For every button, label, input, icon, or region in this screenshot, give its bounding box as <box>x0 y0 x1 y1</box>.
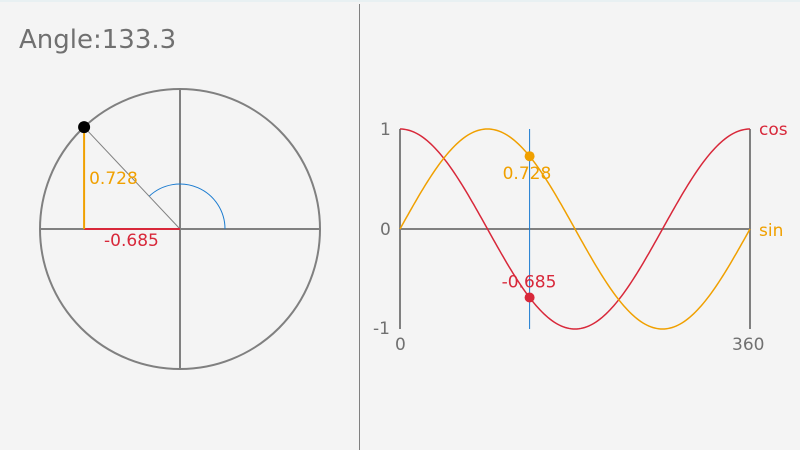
x-tick-label-360: 360 <box>732 335 764 355</box>
sin-value-label: 0.728 <box>89 169 138 189</box>
wave-graph-panel: 1 0 -1 0 360 cos sin 0.728 -0.685 <box>373 120 788 355</box>
angle-point[interactable] <box>78 121 91 134</box>
cos-data-point <box>524 292 535 303</box>
radius-line <box>83 126 181 230</box>
cos-value-label: -0.685 <box>104 231 159 251</box>
angle-arc <box>148 183 226 230</box>
y-tick-label-1: 1 <box>380 120 391 140</box>
cos-series-label: cos <box>759 120 788 140</box>
y-tick-label-0: 0 <box>380 220 391 240</box>
sin-point-label: 0.728 <box>503 164 552 184</box>
y-tick-label-minus-1: -1 <box>373 319 390 339</box>
cos-point-label: -0.685 <box>502 273 557 293</box>
sin-data-point <box>524 151 535 162</box>
angle-label: Angle:133.3 <box>19 25 176 55</box>
sin-series-label: sin <box>759 221 783 241</box>
x-tick-label-0: 0 <box>395 335 406 355</box>
top-border <box>0 0 800 2</box>
unit-circle-panel: 0.728 -0.685 <box>39 88 321 370</box>
sin-series-line <box>399 128 751 330</box>
cos-series-line <box>399 128 751 330</box>
